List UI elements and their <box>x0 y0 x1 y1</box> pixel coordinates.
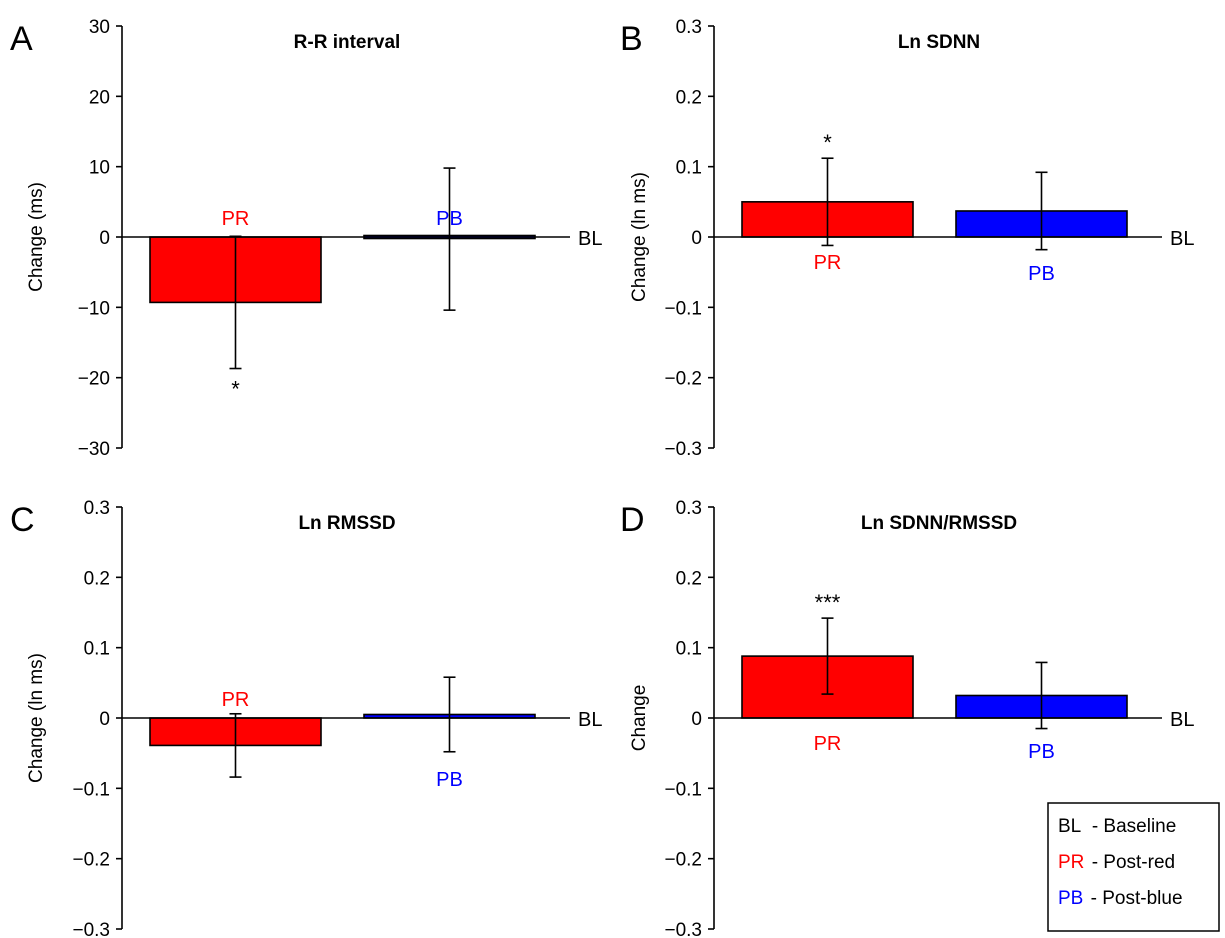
y-tick-label: −0.1 <box>664 779 702 800</box>
y-tick-label: −20 <box>78 369 110 390</box>
y-tick-label: 30 <box>89 17 110 38</box>
y-tick-label: −0.3 <box>664 920 702 938</box>
panel-c: C Ln RMSSD Change (ln ms) 0.3 0.2 0.1 0 −0.1 −0.… <box>10 498 602 938</box>
legend-code: PR <box>1058 852 1084 873</box>
legend-item-post-red: PR - Post-red <box>1058 852 1175 873</box>
y-tick-label: −10 <box>78 298 110 319</box>
y-axis-label: Change <box>629 685 650 752</box>
y-tick-label: 10 <box>89 158 110 179</box>
y-tick-label: 0.2 <box>676 568 702 589</box>
bar-label-pb: PB <box>436 208 463 230</box>
y-tick-label: −0.3 <box>72 920 110 938</box>
panel-letter: D <box>620 501 645 539</box>
panel-letter: B <box>620 20 643 58</box>
y-axis-label: Change (ln ms) <box>26 653 47 783</box>
y-tick-label: −0.2 <box>664 369 702 390</box>
y-tick-label: 0.3 <box>676 498 702 519</box>
panel-title: Ln RMSSD <box>298 513 395 534</box>
panel-title: R-R interval <box>294 32 401 53</box>
y-axis-label: Change (ln ms) <box>629 172 650 302</box>
panel-letter: C <box>10 501 35 539</box>
y-tick-label: 0.3 <box>676 17 702 38</box>
bar-label-pr: PR <box>222 689 250 711</box>
panels: A R-R interval Change (ms) 30 20 10 0 −10 −20 −30… <box>10 17 1194 938</box>
panel-d: D Ln SDNN/RMSSD Change 0.3 0.2 0.1 0 −0.1 −0.2 −0… <box>620 498 1194 938</box>
bar-label-pb: PB <box>1028 263 1055 285</box>
legend-code: BL <box>1058 816 1081 837</box>
panel-title: Ln SDNN/RMSSD <box>861 513 1017 534</box>
panel-b: B Ln SDNN Change (ln ms) 0.3 0.2 0.1 0 −0.1 −0.2… <box>620 17 1194 460</box>
bar-label-pr: PR <box>222 208 250 230</box>
baseline-label: BL <box>578 709 602 731</box>
y-tick-label: −0.2 <box>664 850 702 871</box>
y-tick-label: −0.1 <box>72 779 110 800</box>
bar-label-pr: PR <box>814 252 842 274</box>
baseline-label: BL <box>1170 709 1194 731</box>
y-tick-label: 0.3 <box>84 498 110 519</box>
legend-box <box>1047 802 1220 932</box>
panel-title: Ln SDNN <box>898 32 980 53</box>
legend-desc: - Post-red <box>1092 852 1175 873</box>
y-axis-label: Change (ms) <box>26 182 47 292</box>
bar-label-pr: PR <box>814 733 842 755</box>
y-tick-label: 0.1 <box>676 158 702 179</box>
legend-desc: - Baseline <box>1092 816 1177 837</box>
significance-marker: * <box>231 377 240 402</box>
y-tick-label: 0 <box>691 709 702 730</box>
y-tick-label: −30 <box>78 439 110 460</box>
panel-a: A R-R interval Change (ms) 30 20 10 0 −10 −20 −30… <box>10 17 602 460</box>
y-tick-label: 0.2 <box>676 87 702 108</box>
y-tick-label: 0 <box>691 228 702 249</box>
y-tick-label: 0.2 <box>84 568 110 589</box>
y-tick-label: 0.1 <box>676 639 702 660</box>
significance-marker: * <box>823 130 832 155</box>
legend-code: PB <box>1058 888 1083 909</box>
y-tick-label: 0.1 <box>84 639 110 660</box>
legend-item-baseline: BL - Baseline <box>1058 816 1176 837</box>
y-tick-label: 0 <box>99 709 110 730</box>
legend: BL - Baseline PR - Post-red PB - Post-bl… <box>1047 802 1220 932</box>
bar-label-pb: PB <box>436 769 463 791</box>
y-tick-label: −0.2 <box>72 850 110 871</box>
baseline-label: BL <box>578 228 602 250</box>
panel-letter: A <box>10 20 33 58</box>
y-tick-label: −0.3 <box>664 439 702 460</box>
y-tick-label: 0 <box>99 228 110 249</box>
legend-item-post-blue: PB - Post-blue <box>1058 888 1183 909</box>
bar-label-pb: PB <box>1028 741 1055 763</box>
significance-marker: *** <box>815 590 841 615</box>
y-tick-label: −0.1 <box>664 298 702 319</box>
legend-desc: - Post-blue <box>1091 888 1183 909</box>
baseline-label: BL <box>1170 228 1194 250</box>
y-tick-label: 20 <box>89 87 110 108</box>
